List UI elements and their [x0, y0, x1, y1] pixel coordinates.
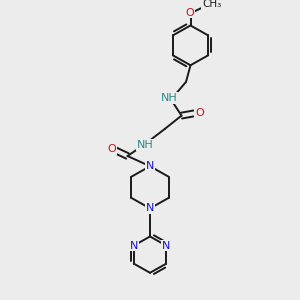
Text: N: N — [162, 241, 170, 250]
Text: O: O — [195, 108, 204, 118]
Text: CH₃: CH₃ — [202, 0, 221, 9]
Text: N: N — [146, 203, 154, 213]
Text: NH: NH — [137, 140, 154, 150]
Text: N: N — [130, 241, 138, 250]
Text: NH: NH — [161, 93, 178, 103]
Text: O: O — [107, 144, 116, 154]
Text: N: N — [146, 161, 154, 171]
Text: O: O — [185, 8, 194, 18]
